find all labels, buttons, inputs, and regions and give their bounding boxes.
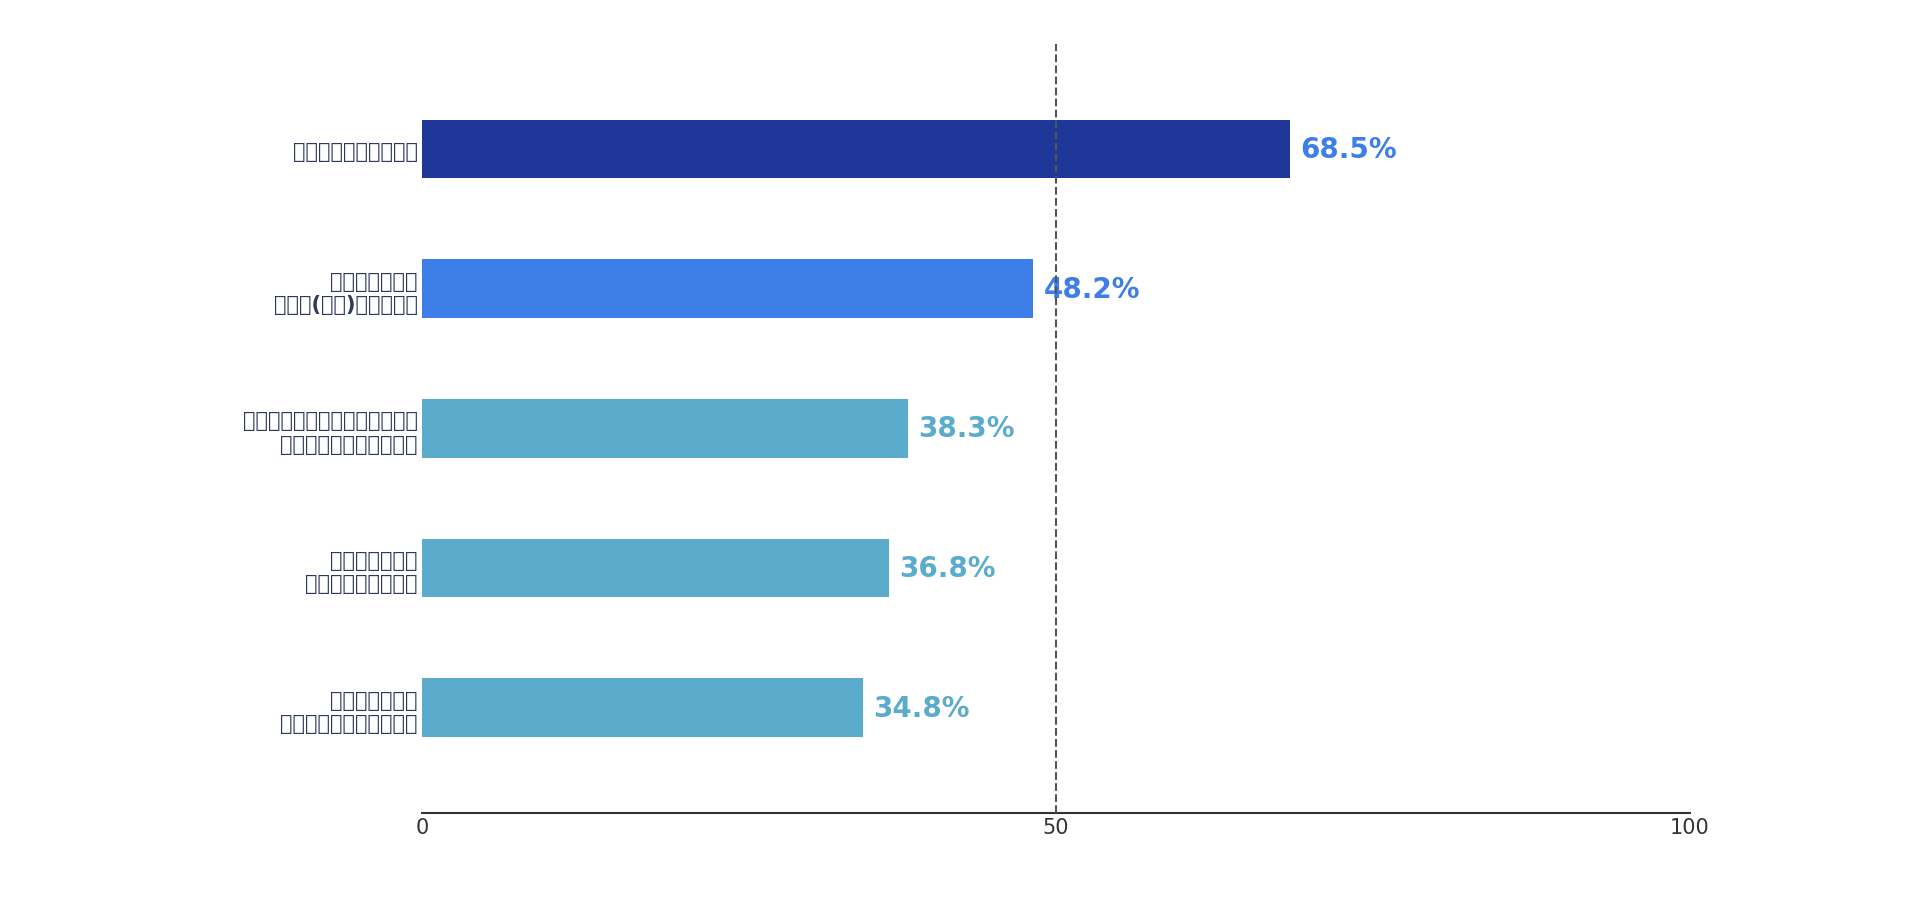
Text: 38.3%: 38.3% xyxy=(918,415,1014,442)
Text: 68.5%: 68.5% xyxy=(1300,135,1398,163)
Bar xyxy=(422,120,1290,179)
Text: 48.2%: 48.2% xyxy=(1043,275,1140,303)
Bar xyxy=(422,539,889,598)
Text: 36.8%: 36.8% xyxy=(899,554,995,582)
Bar xyxy=(422,400,908,458)
Text: 34.8%: 34.8% xyxy=(874,694,970,722)
Bar xyxy=(422,679,864,738)
Bar xyxy=(422,260,1033,319)
